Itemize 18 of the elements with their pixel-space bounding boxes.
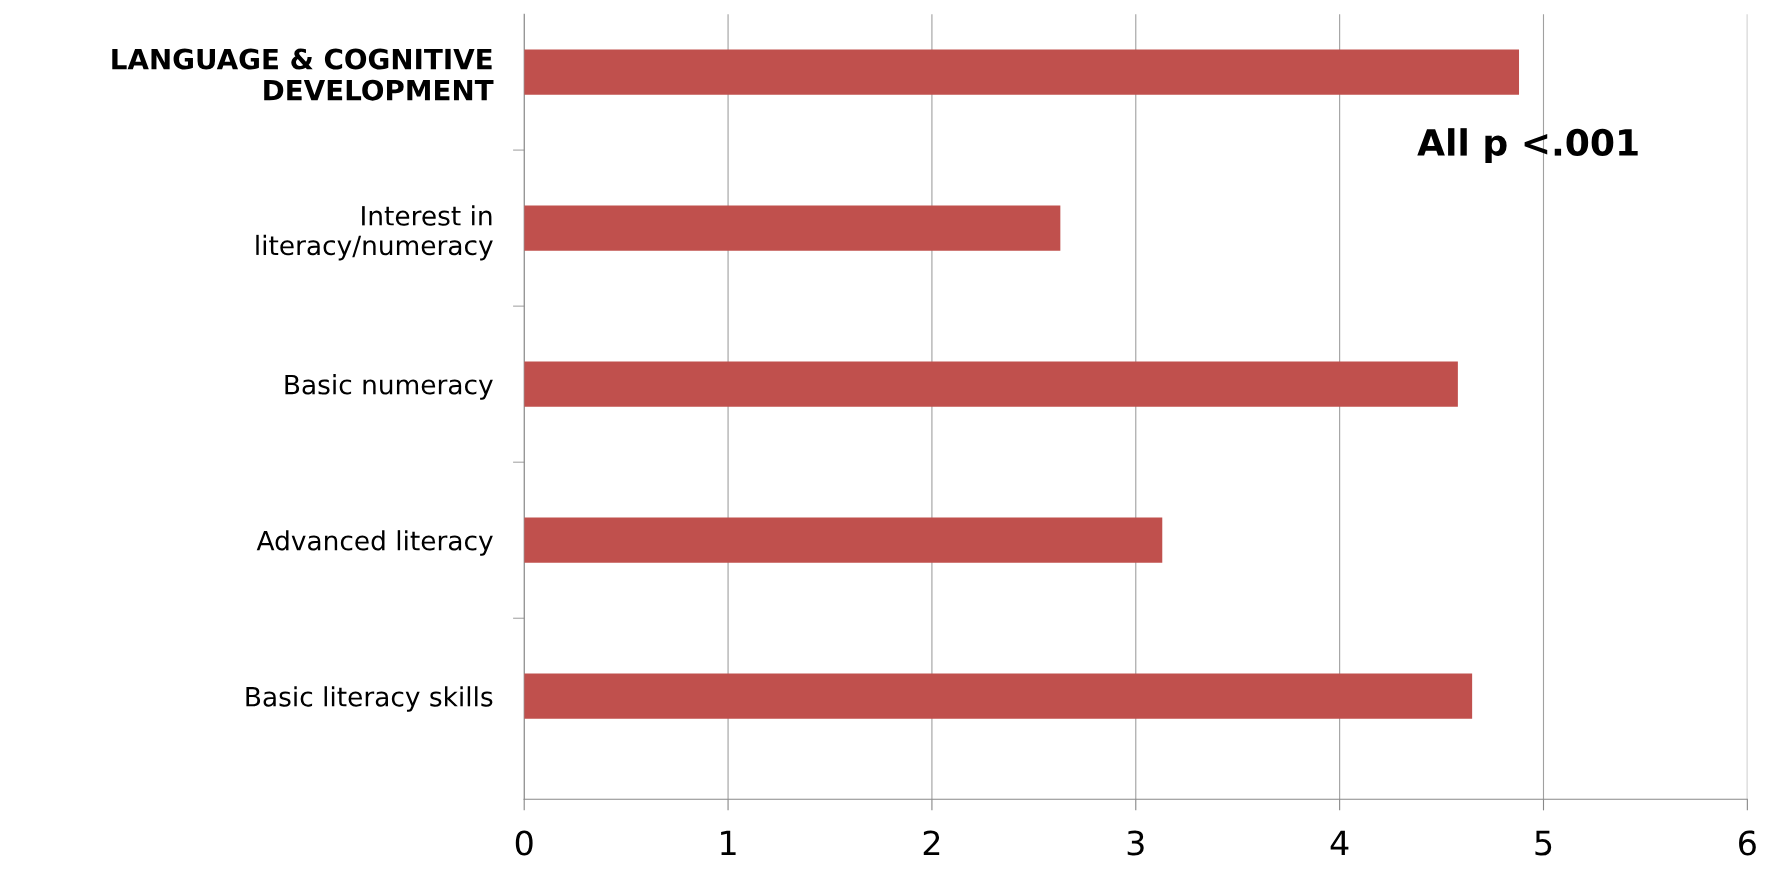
bar <box>524 49 1520 95</box>
bar <box>524 517 1163 563</box>
bar <box>524 361 1458 407</box>
y-tick-label: LANGUAGE & COGNITIVE DEVELOPMENT <box>112 48 494 101</box>
y-tick-label: Basic literacy skills <box>246 686 493 712</box>
x-tick-label: 6 <box>1739 830 1756 856</box>
y-tick-label: Interest in literacy/numeracy <box>256 205 493 261</box>
y-tick-label: Basic numeracy <box>285 374 493 400</box>
x-tick-label: 2 <box>923 830 940 856</box>
x-tick-label: 1 <box>721 830 736 856</box>
bar <box>524 673 1473 719</box>
annotation: All p <.001 <box>1417 128 1638 164</box>
x-tick-label: 4 <box>1330 830 1349 856</box>
x-tick-label: 3 <box>1127 830 1144 856</box>
y-tick-label: Advanced literacy <box>256 530 493 556</box>
x-tick-label: 0 <box>515 830 533 856</box>
bar <box>524 205 1061 251</box>
x-tick-label: 5 <box>1535 830 1552 856</box>
